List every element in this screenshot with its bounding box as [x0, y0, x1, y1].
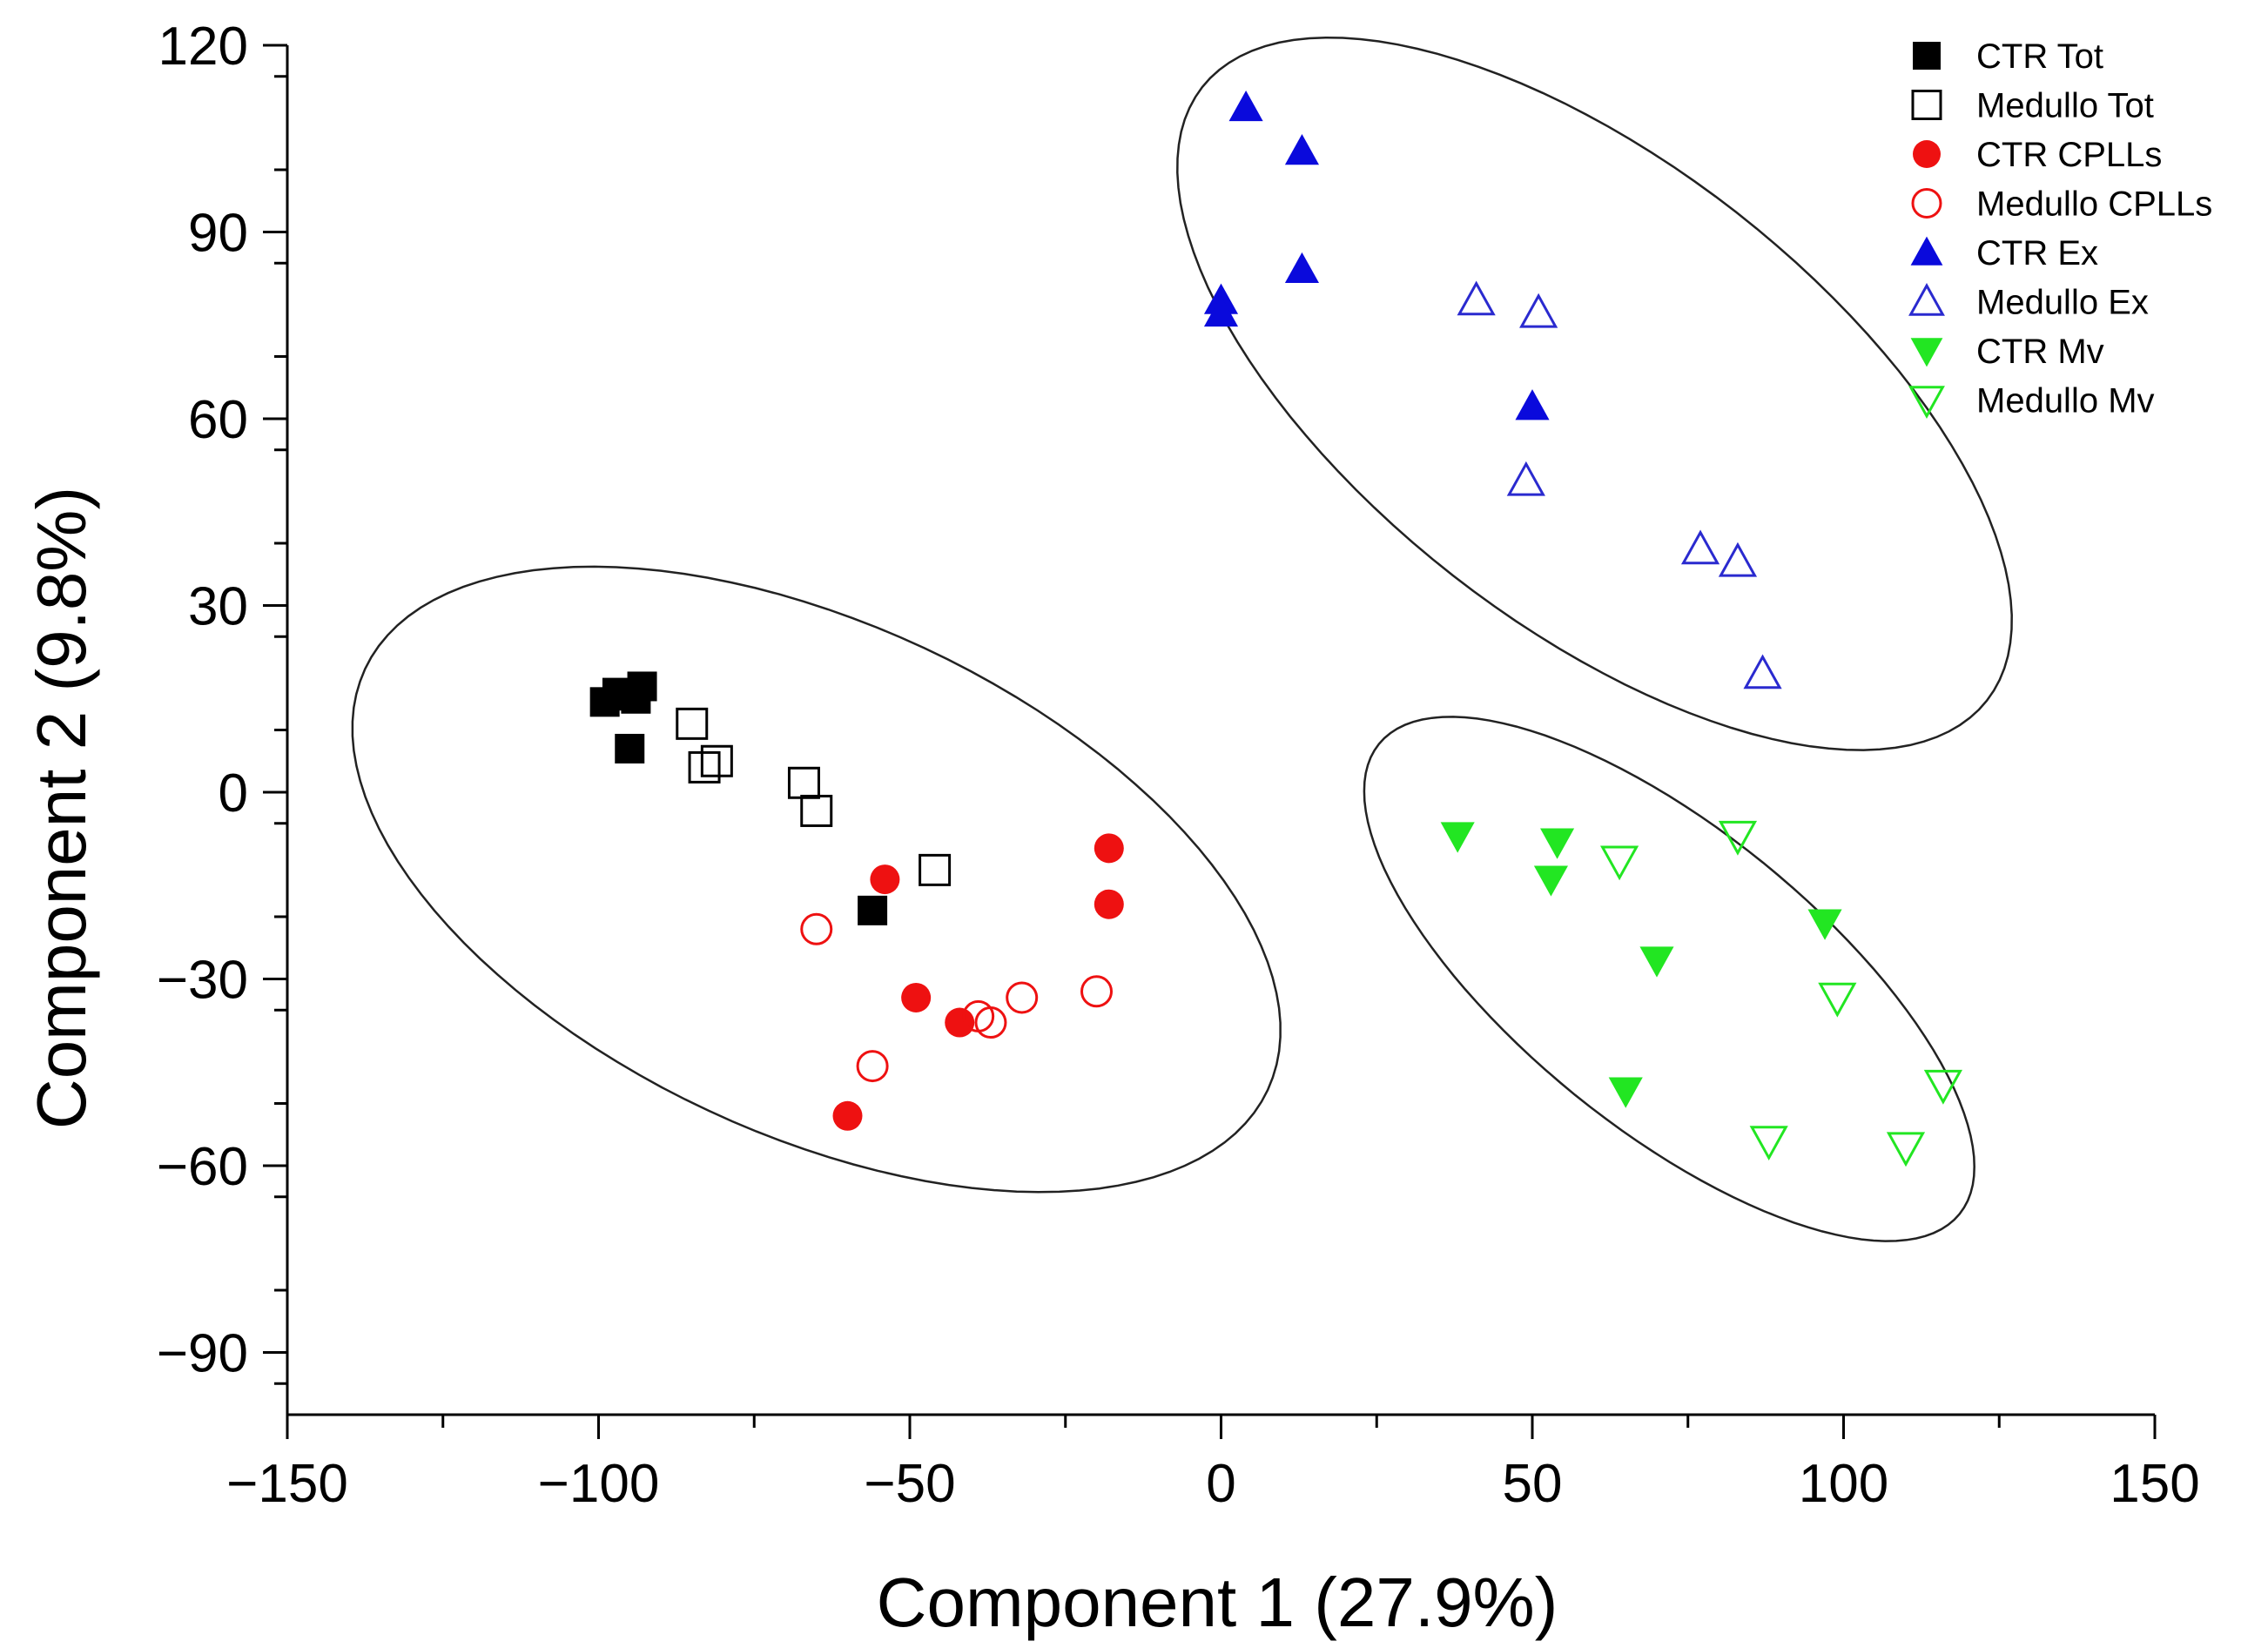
data-point	[1457, 280, 1496, 316]
data-point	[1519, 293, 1558, 328]
legend-label: CTR Ex	[1976, 234, 2098, 272]
y-tick-label: 90	[188, 204, 248, 264]
legend-label: Medullo Mv	[1976, 382, 2155, 420]
data-point	[1533, 865, 1568, 897]
data-point	[901, 982, 932, 1012]
cluster-ellipse	[1363, 716, 1975, 1242]
data-point	[1006, 981, 1039, 1014]
data-point	[1540, 828, 1575, 859]
y-tick-label: 120	[158, 17, 248, 77]
legend-label: CTR CPLLs	[1976, 136, 2162, 174]
cluster-ellipses	[351, 36, 2013, 1242]
y-tick-label: 30	[188, 577, 248, 637]
x-tick-label: 50	[1503, 1454, 1563, 1514]
data-point	[870, 864, 900, 895]
data-point	[1923, 1069, 1962, 1105]
x-tick-label: −100	[538, 1454, 660, 1514]
data-point	[800, 912, 833, 945]
data-point	[1440, 822, 1475, 853]
legend-marker	[1908, 283, 1945, 316]
x-tick-label: 150	[2110, 1454, 2199, 1514]
y-tick-label: −90	[157, 1324, 248, 1384]
data-point	[1807, 909, 1842, 940]
x-tick-label: 100	[1799, 1454, 1888, 1514]
legend-marker	[1910, 338, 1943, 367]
data-point	[832, 1100, 863, 1131]
data-point	[787, 766, 820, 799]
data-point	[1203, 295, 1239, 327]
data-point	[1818, 982, 1857, 1018]
legend-label: Medullo Tot	[1976, 87, 2154, 125]
legend-marker	[1913, 42, 1941, 70]
x-tick-label: −150	[226, 1454, 348, 1514]
legend-marker	[1911, 188, 1942, 219]
legend-label: Medullo Ex	[1976, 284, 2149, 322]
data-point	[1284, 134, 1319, 165]
x-axis-title: Component 1 (27.9%)	[877, 1564, 1558, 1641]
data-points	[589, 90, 1962, 1167]
data-point	[1600, 845, 1639, 881]
data-point	[615, 733, 645, 763]
legend-marker	[1908, 386, 1945, 419]
data-point	[1743, 654, 1782, 689]
legend-marker	[1913, 140, 1941, 168]
data-point	[1718, 541, 1758, 577]
y-tick-label: 0	[219, 763, 248, 824]
data-point	[1094, 833, 1124, 864]
data-point	[1515, 389, 1550, 420]
data-point	[919, 853, 952, 886]
x-tick-label: 0	[1206, 1454, 1235, 1514]
data-point	[1886, 1132, 1926, 1167]
data-point	[1094, 889, 1124, 919]
y-tick-label: −60	[157, 1137, 248, 1197]
data-point	[856, 1050, 889, 1083]
data-point	[1749, 1126, 1788, 1161]
data-point	[1506, 461, 1545, 496]
data-point	[1080, 975, 1113, 1008]
legend-label: Medullo CPLLs	[1976, 185, 2212, 224]
legend-label: CTR Mv	[1976, 333, 2104, 371]
x-tick-label: −50	[864, 1454, 955, 1514]
data-point	[700, 744, 733, 777]
data-point	[1608, 1077, 1643, 1108]
data-point	[1284, 252, 1319, 284]
legend: CTR Tot Medullo Tot CTR CPLLs Medullo CPLLs…	[1908, 37, 2212, 420]
data-point	[1718, 820, 1758, 856]
y-axis-title: Component 2 (9.8%)	[23, 487, 100, 1129]
data-point	[688, 750, 721, 784]
data-point	[800, 794, 833, 827]
legend-marker	[1910, 236, 1943, 266]
data-point	[974, 1006, 1007, 1039]
data-point	[945, 1007, 975, 1038]
legend-marker	[1911, 90, 1942, 120]
y-tick-label: −30	[157, 951, 248, 1011]
legend-label: CTR Tot	[1976, 37, 2103, 76]
data-point	[621, 683, 651, 714]
data-point	[1680, 529, 1720, 565]
data-point	[1228, 90, 1263, 122]
data-point	[1639, 946, 1674, 978]
cluster-ellipse	[351, 565, 1282, 1194]
y-tick-label: 60	[188, 390, 248, 450]
data-point	[858, 895, 888, 925]
data-point	[676, 707, 709, 740]
axes: −150 −100 −50 0 50 100 150 −90 −60 −30 0 30 60 90 120	[157, 17, 2200, 1514]
